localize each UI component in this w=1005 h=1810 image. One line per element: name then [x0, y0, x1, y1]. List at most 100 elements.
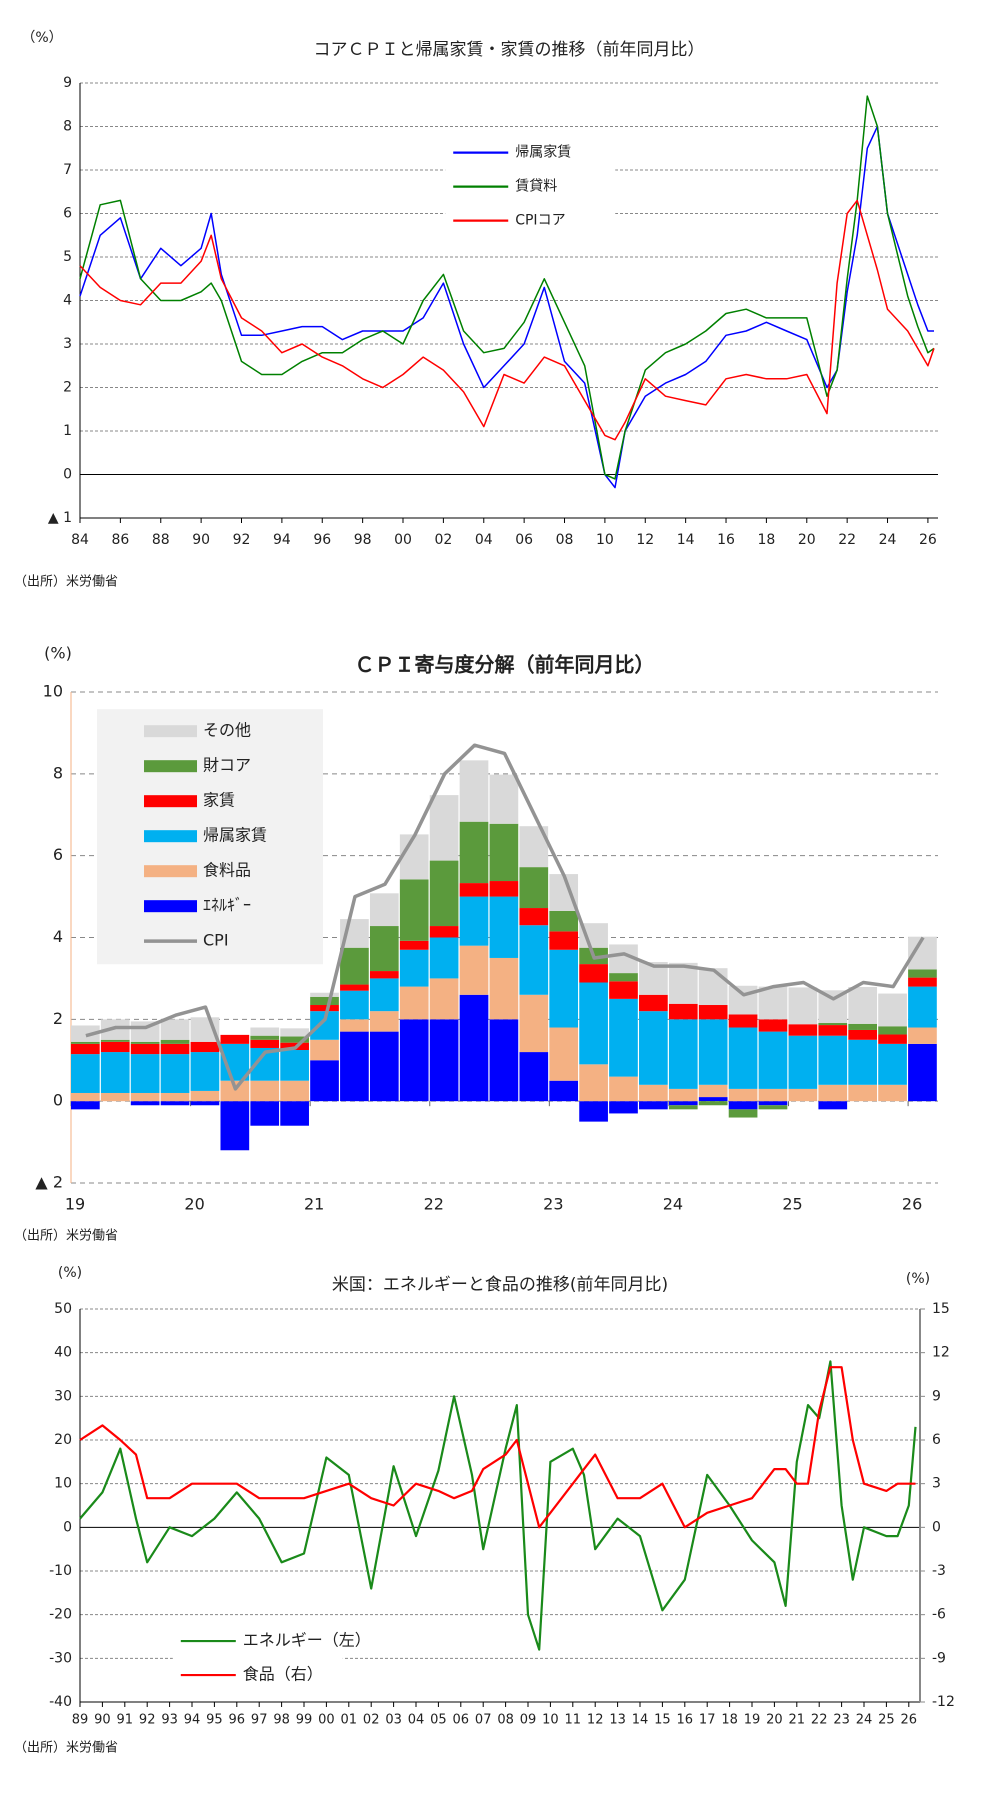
- x-tick-label: 21: [304, 1195, 324, 1214]
- x-tick-label: 90: [192, 532, 210, 548]
- legend-label: 食品（右）: [243, 1665, 323, 1684]
- y-tick-label: 4: [63, 293, 72, 309]
- x-tick-label: 22: [811, 1713, 828, 1728]
- x-tick-label: 18: [721, 1713, 738, 1728]
- x-tick-label: 26: [919, 532, 937, 548]
- bar-segment: [728, 1014, 758, 1028]
- bar-segment: [549, 1027, 579, 1081]
- bar-segment: [698, 1005, 728, 1020]
- bar-segment: [818, 1025, 848, 1036]
- y-tick-label: 1: [63, 423, 72, 439]
- y-tick-label: ▲ 2: [35, 1173, 63, 1192]
- y-tick-label: 7: [63, 162, 72, 178]
- x-tick-label: 22: [424, 1195, 444, 1214]
- bar-segment: [71, 1092, 100, 1102]
- bar-segment: [908, 1043, 937, 1102]
- bar-segment: [71, 1043, 100, 1055]
- y-tick-label: 9: [63, 75, 72, 91]
- bar-segment: [399, 834, 429, 880]
- x-tick-label: 12: [636, 532, 654, 548]
- y-tick-label: 6: [53, 845, 63, 864]
- y-tick-label: -10: [49, 1563, 72, 1579]
- x-tick-label: 00: [318, 1713, 335, 1728]
- bar-segment: [399, 949, 429, 987]
- bar-segment: [579, 1101, 608, 1122]
- y-tick-label: -40: [49, 1694, 72, 1710]
- bar-segment: [609, 998, 638, 1077]
- bar-segment: [100, 1039, 130, 1042]
- bar-segment: [728, 1027, 758, 1089]
- bar-segment: [698, 968, 728, 1006]
- bar-segment: [130, 1101, 160, 1106]
- y-tick-label: 5: [63, 249, 72, 265]
- y2-tick-label: -6: [932, 1607, 946, 1623]
- legend-label: 帰属家賃: [203, 826, 267, 845]
- x-tick-label: 92: [139, 1713, 156, 1728]
- x-tick-label: 26: [902, 1195, 922, 1214]
- y-tick-label: 10: [54, 1476, 72, 1492]
- bar-segment: [788, 1035, 818, 1089]
- legend-label: CPIコア: [515, 213, 565, 229]
- source: （出所）米労働省: [14, 575, 118, 590]
- bar-segment: [340, 990, 369, 1020]
- x-tick-label: 20: [766, 1713, 783, 1728]
- x-tick-label: 90: [94, 1713, 111, 1728]
- y-tick-label: 6: [63, 206, 72, 222]
- y-tick-label: 0: [53, 1091, 63, 1110]
- bar-segment: [519, 867, 549, 909]
- bar-segment: [908, 1027, 937, 1044]
- bar-segment: [280, 1036, 309, 1043]
- bar-segment: [369, 926, 399, 972]
- bar-segment: [489, 774, 519, 824]
- bar-segment: [429, 978, 459, 1020]
- bar-segment: [519, 1052, 549, 1102]
- x-tick-label: 93: [161, 1713, 178, 1728]
- x-tick-label: 89: [72, 1713, 89, 1728]
- bar-segment: [369, 971, 399, 979]
- bar-segment: [788, 987, 818, 1025]
- x-tick-label: 94: [184, 1713, 201, 1728]
- bar-segment: [519, 925, 549, 995]
- bar-segment: [698, 1101, 728, 1106]
- bar-segment: [71, 1025, 100, 1042]
- bar-segment: [459, 821, 489, 884]
- bar-segment: [130, 1054, 160, 1093]
- bar-segment: [908, 977, 937, 987]
- bar-segment: [908, 986, 937, 1028]
- bar-segment: [579, 982, 608, 1065]
- bar-segment: [71, 1041, 100, 1044]
- bar-segment: [459, 883, 489, 897]
- y2-tick-label: 3: [932, 1476, 941, 1492]
- legend-box: [97, 709, 324, 965]
- bar-segment: [848, 1039, 878, 1085]
- bar-segment: [549, 931, 579, 950]
- x-tick-label: 20: [184, 1195, 204, 1214]
- legend-swatch: [144, 760, 198, 773]
- bar-segment: [728, 1101, 758, 1110]
- legend-label: 帰属家賃: [515, 144, 571, 161]
- series-line: [79, 199, 935, 441]
- bar-segment: [369, 1031, 399, 1102]
- bar-segment: [848, 1023, 878, 1030]
- bar-segment: [429, 926, 459, 938]
- x-tick-label: 95: [206, 1713, 223, 1728]
- x-tick-label: 18: [757, 532, 775, 548]
- bar-segment: [519, 994, 549, 1053]
- bar-segment: [280, 1101, 309, 1126]
- bar-segment: [399, 1019, 429, 1102]
- y-tick-label: 0: [63, 1519, 72, 1535]
- x-tick-label: 09: [520, 1713, 537, 1728]
- legend-label: 家賃: [203, 791, 235, 810]
- bar-segment: [639, 1011, 668, 1085]
- y2-tick-label: 15: [932, 1301, 950, 1317]
- bar-segment: [728, 985, 758, 1015]
- bar-segment: [220, 1080, 250, 1102]
- bar-segment: [489, 881, 519, 897]
- bar-segment: [340, 1031, 369, 1102]
- x-tick-label: 96: [313, 532, 331, 548]
- bar-segment: [369, 1011, 399, 1032]
- bar-segment: [668, 1003, 698, 1020]
- y2-tick-label: 12: [932, 1345, 950, 1361]
- bar-segment: [429, 937, 459, 979]
